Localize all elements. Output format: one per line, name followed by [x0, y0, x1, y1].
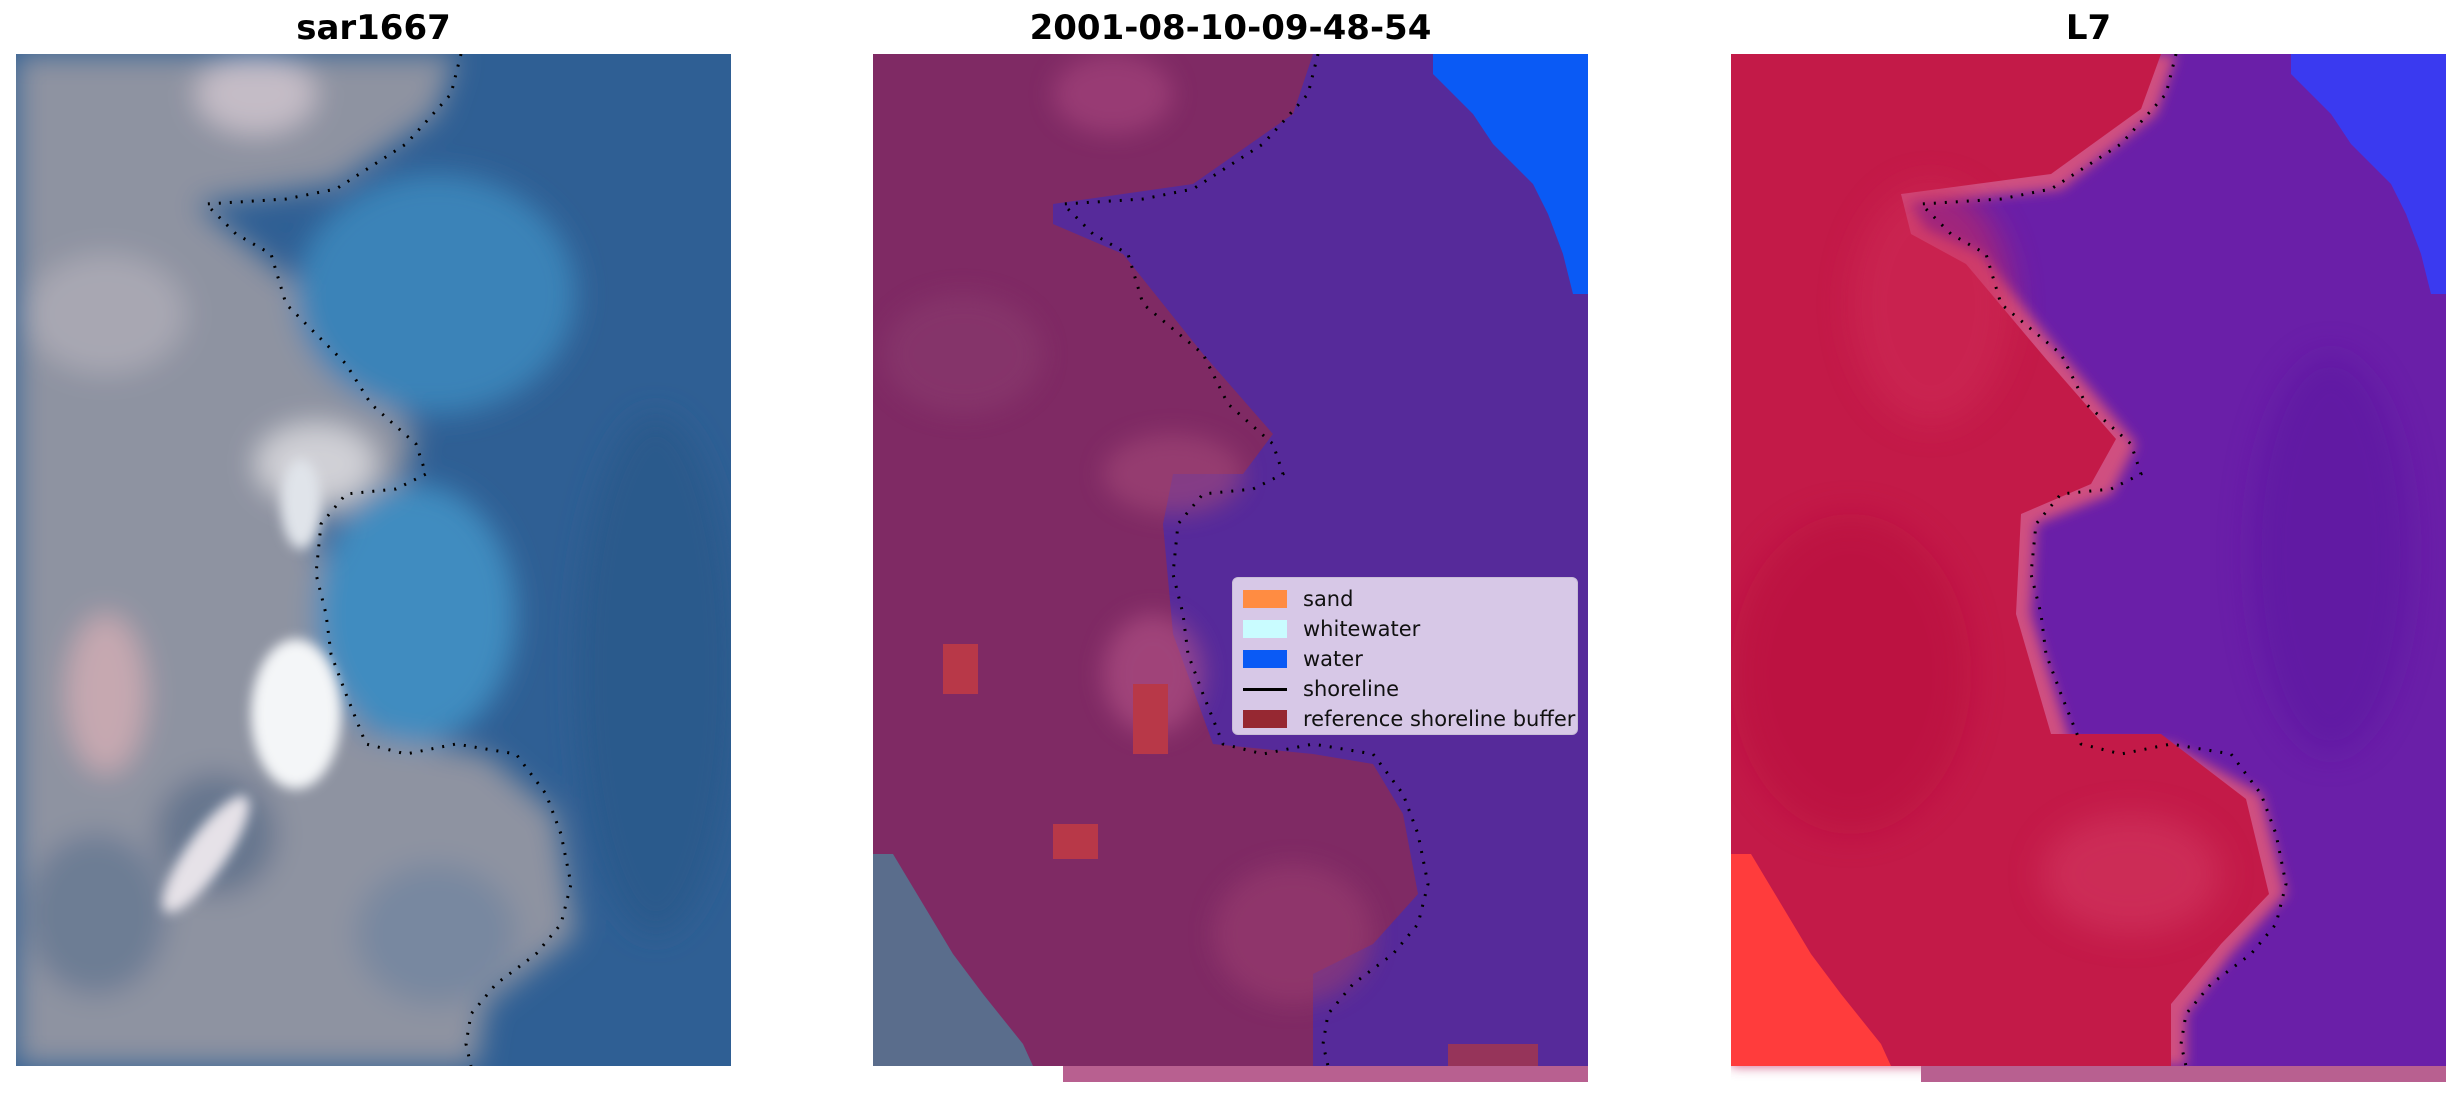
legend-label: sand [1303, 587, 1354, 611]
legend-label: water [1303, 647, 1363, 671]
legend-swatch-sand [1243, 590, 1287, 608]
panel-title-1: sar1667 [296, 8, 451, 48]
legend: sand whitewater water shoreline referenc… [1232, 577, 1578, 735]
legend-label: reference shoreline buffer [1303, 707, 1576, 731]
legend-item-whitewater: whitewater [1243, 614, 1567, 644]
legend-item-sand: sand [1243, 584, 1567, 614]
legend-item-water: water [1243, 644, 1567, 674]
legend-swatch-whitewater [1243, 620, 1287, 638]
rgb-satellite-image [16, 54, 731, 1066]
legend-swatch-reference-buffer [1243, 710, 1287, 728]
legend-item-reference-buffer: reference shoreline buffer [1243, 704, 1575, 734]
panel-title-3: L7 [2065, 8, 2112, 48]
legend-line-shoreline [1243, 687, 1287, 691]
legend-label: shoreline [1303, 677, 1400, 701]
legend-item-shoreline: shoreline [1243, 674, 1567, 704]
classified-image [873, 54, 1588, 1082]
false-color-image [1731, 54, 2446, 1082]
panel-title-2: 2001-08-10-09-48-54 [1029, 8, 1432, 48]
legend-swatch-water [1243, 650, 1287, 668]
legend-label: whitewater [1303, 617, 1421, 641]
